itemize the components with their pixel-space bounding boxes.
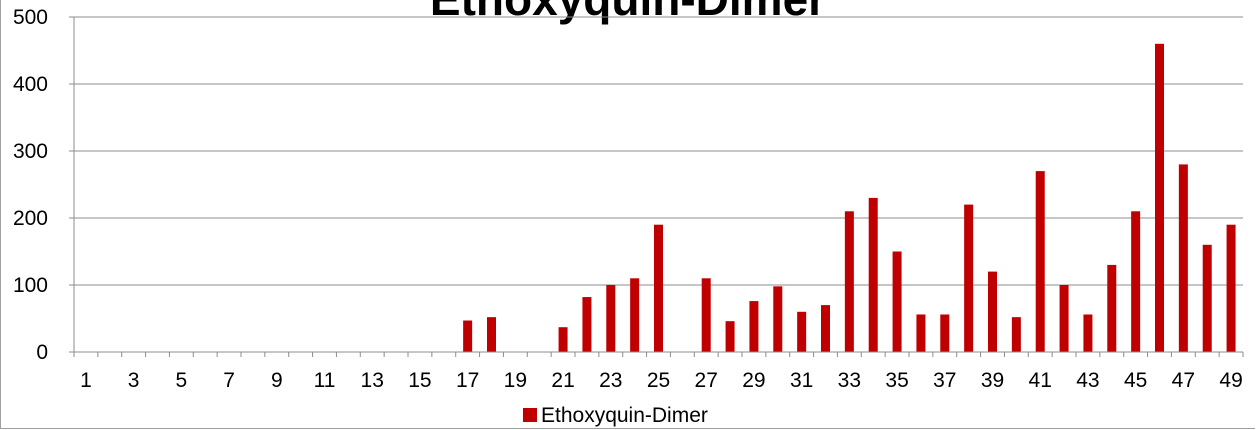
y-tick-label: 100: [13, 274, 48, 297]
bar-42: [1059, 285, 1069, 352]
bar-30: [773, 286, 783, 352]
x-tick-label: 39: [981, 369, 1004, 392]
y-tick-labels: 0 100 200 300 400 500: [13, 6, 48, 364]
x-tick-label: 41: [1029, 369, 1052, 392]
x-tick-label: 9: [271, 369, 283, 392]
bar-28: [725, 321, 735, 352]
bar-23: [606, 285, 616, 352]
x-tick-label: 37: [933, 369, 956, 392]
bar-43: [1083, 314, 1093, 352]
bar-49: [1226, 224, 1236, 352]
bars: [463, 43, 1236, 353]
bar-39: [988, 271, 997, 352]
x-tick-label: 3: [128, 369, 140, 392]
x-tick-label: 21: [551, 369, 574, 392]
chart-title: Ethoxyquin-Dimer: [0, 0, 1256, 26]
x-tick-label: 13: [361, 369, 384, 392]
bar-33: [844, 211, 854, 352]
x-tick-label: 33: [838, 369, 861, 392]
x-tick-label: 27: [695, 369, 718, 392]
bar-35: [892, 251, 902, 352]
bar-22: [582, 297, 592, 352]
bar-37: [940, 314, 950, 352]
bar-17: [463, 320, 473, 352]
bar-32: [821, 305, 830, 352]
x-tick-label: 25: [647, 369, 670, 392]
x-tick-label: 23: [599, 369, 622, 392]
x-tick-label: 19: [504, 369, 527, 392]
x-tick-label: 47: [1172, 369, 1195, 392]
bar-47: [1178, 164, 1188, 352]
x-tick-label: 11: [314, 369, 336, 392]
legend: Ethoxyquin-Dimer: [523, 404, 708, 427]
x-tick-label: 29: [742, 369, 765, 392]
x-tick-label: 43: [1076, 369, 1099, 392]
bar-40: [1011, 317, 1021, 352]
y-tick-label: 400: [13, 73, 48, 96]
bar-48: [1202, 244, 1212, 352]
bar-18: [487, 317, 496, 352]
x-tick-label: 49: [1219, 369, 1242, 392]
bar-46: [1155, 43, 1164, 353]
bar-38: [964, 204, 974, 352]
bar-21: [558, 327, 568, 352]
x-tick-label: 15: [408, 369, 431, 392]
x-tick-label: 1: [80, 369, 92, 392]
bar-44: [1107, 264, 1117, 352]
bar-31: [797, 311, 807, 352]
axes: [69, 16, 1244, 357]
x-tick-labels: 1 3 5 7 9 11 13 15 17 19 21 23 25 27 29 31 33 35 37 39 41 43 4…: [80, 369, 1243, 392]
bar-45: [1131, 211, 1141, 352]
bar-24: [630, 278, 640, 352]
x-tick-label: 45: [1124, 369, 1147, 392]
y-tick-label: 500: [13, 6, 48, 29]
y-tick-label: 200: [13, 207, 48, 230]
bar-41: [1035, 171, 1045, 352]
y-tick-label: 300: [13, 140, 48, 163]
y-tick-label: 0: [36, 341, 48, 364]
x-tick-label: 17: [456, 369, 479, 392]
x-tick-label: 5: [176, 369, 188, 392]
legend-swatch: [523, 408, 537, 422]
bar-25: [654, 224, 663, 352]
x-tick-label: 31: [790, 369, 813, 392]
bar-36: [916, 314, 926, 352]
bar-29: [749, 301, 759, 352]
legend-label: Ethoxyquin-Dimer: [541, 404, 708, 427]
bar-27: [701, 278, 711, 352]
bar-34: [868, 197, 878, 352]
x-tick-label: 7: [223, 369, 235, 392]
x-tick-label: 35: [885, 369, 908, 392]
